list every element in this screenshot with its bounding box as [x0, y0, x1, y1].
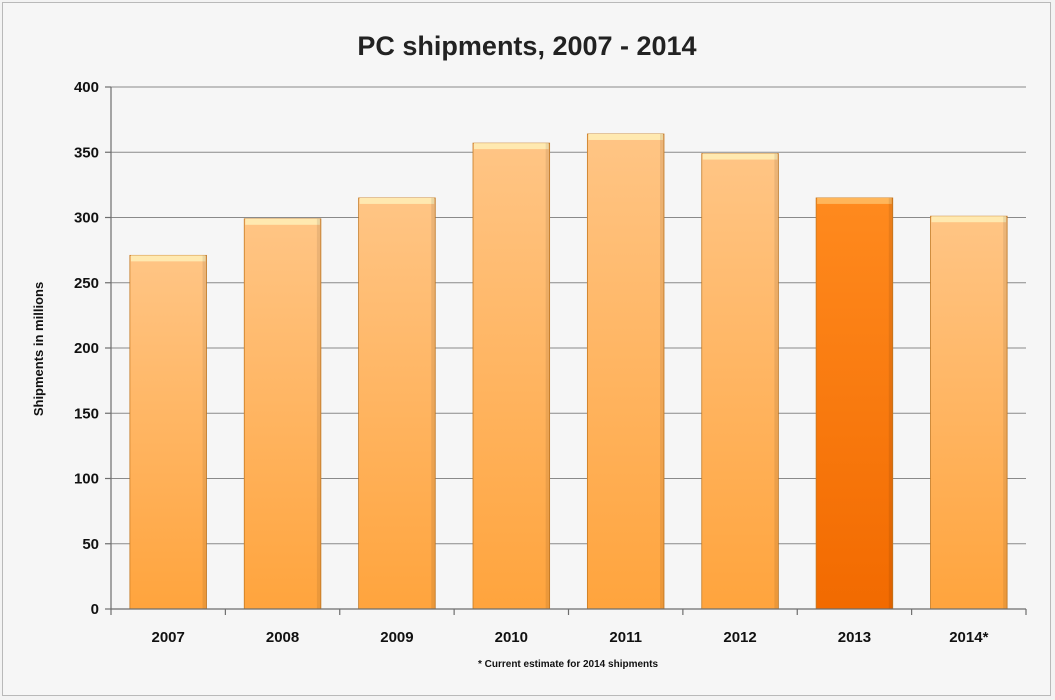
x-tick-label: 2008 [266, 629, 299, 646]
bar-2014 [930, 215, 1008, 610]
bar-body [472, 142, 551, 610]
y-tick-label: 400 [74, 79, 99, 96]
bar-2009 [358, 197, 436, 610]
bar-cap [473, 143, 549, 150]
bar-cap [588, 133, 664, 140]
bar-cap [702, 153, 778, 160]
y-tick-label: 200 [74, 340, 99, 357]
bar-2013 [815, 197, 894, 610]
bar-shade [431, 197, 436, 610]
y-tick-label: 150 [74, 405, 99, 422]
bar-shade [316, 218, 321, 609]
bar-cap [931, 216, 1007, 223]
chart-title: PC shipments, 2007 - 2014 [357, 31, 696, 61]
bar-body [129, 254, 207, 610]
y-axis-ticks: 0 50 100 150 200 250 300 350 400 [74, 79, 111, 618]
bar-body [930, 215, 1008, 610]
x-tick-label: 2012 [723, 629, 756, 646]
bar-shade [774, 153, 779, 609]
x-tick-label: 2013 [838, 629, 871, 646]
y-tick-label: 50 [82, 536, 99, 553]
x-axis-ticks: 2007 2008 2009 2010 2011 2012 2013 2014* [110, 609, 1027, 646]
bar-shade [1003, 216, 1008, 609]
bar-cap [130, 255, 206, 262]
x-tick-label: 2007 [152, 629, 185, 646]
bars [129, 133, 1008, 610]
bar-shade [202, 255, 207, 609]
y-tick-label: 300 [74, 210, 99, 227]
bar-2012 [701, 153, 779, 610]
bar-body [701, 153, 779, 610]
bar-chart: PC shipments, 2007 - 2014 Shipments in m… [31, 31, 1027, 670]
bar-2008 [243, 218, 322, 610]
bar-shade [660, 133, 665, 610]
bar-shade [888, 197, 893, 610]
bar-cap [245, 218, 320, 225]
bar-2010 [472, 142, 551, 610]
x-tick-label: 2014* [949, 629, 988, 646]
bar-cap [359, 197, 435, 204]
y-tick-label: 0 [91, 601, 99, 618]
y-axis-label: Shipments in millions [31, 282, 46, 416]
y-tick-label: 100 [74, 471, 99, 488]
bar-2011 [586, 133, 665, 610]
bar-body [586, 133, 665, 610]
bar-shade [545, 143, 550, 610]
bar-body [358, 197, 436, 610]
bar-body [243, 218, 322, 610]
bar-body [815, 197, 894, 610]
x-tick-label: 2009 [380, 629, 413, 646]
x-tick-label: 2010 [495, 629, 528, 646]
y-tick-label: 350 [74, 144, 99, 161]
y-tick-label: 250 [74, 275, 99, 292]
bar-cap [817, 197, 892, 204]
bar-2007 [129, 254, 207, 610]
x-tick-label: 2011 [609, 629, 642, 646]
footnote: * Current estimate for 2014 shipments [478, 659, 658, 670]
